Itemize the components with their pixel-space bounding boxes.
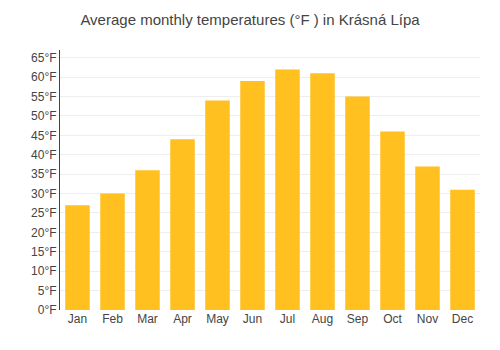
svg-text:20°F: 20°F <box>31 226 56 240</box>
svg-text:Jun: Jun <box>243 312 262 326</box>
svg-text:40°F: 40°F <box>31 148 56 162</box>
svg-text:Mar: Mar <box>137 312 158 326</box>
svg-text:30°F: 30°F <box>31 187 56 201</box>
svg-text:35°F: 35°F <box>31 167 56 181</box>
svg-text:15°F: 15°F <box>31 245 56 259</box>
svg-text:Jul: Jul <box>280 312 295 326</box>
svg-text:0°F: 0°F <box>38 303 57 317</box>
svg-text:Dec: Dec <box>452 312 473 326</box>
svg-text:65°F: 65°F <box>31 51 56 65</box>
svg-text:10°F: 10°F <box>31 264 56 278</box>
svg-text:55°F: 55°F <box>31 90 56 104</box>
svg-text:May: May <box>206 312 229 326</box>
svg-text:50°F: 50°F <box>31 109 56 123</box>
svg-text:45°F: 45°F <box>31 129 56 143</box>
svg-text:Sep: Sep <box>347 312 369 326</box>
svg-text:60°F: 60°F <box>31 70 56 84</box>
svg-text:Nov: Nov <box>417 312 438 326</box>
svg-text:Oct: Oct <box>383 312 402 326</box>
svg-text:Apr: Apr <box>173 312 192 326</box>
svg-text:Aug: Aug <box>312 312 333 326</box>
svg-text:25°F: 25°F <box>31 206 56 220</box>
svg-text:Feb: Feb <box>102 312 123 326</box>
svg-text:Jan: Jan <box>68 312 87 326</box>
svg-text:Average monthly temperatures (: Average monthly temperatures (°F ) in Kr… <box>80 11 420 28</box>
svg-text:5°F: 5°F <box>38 284 57 298</box>
